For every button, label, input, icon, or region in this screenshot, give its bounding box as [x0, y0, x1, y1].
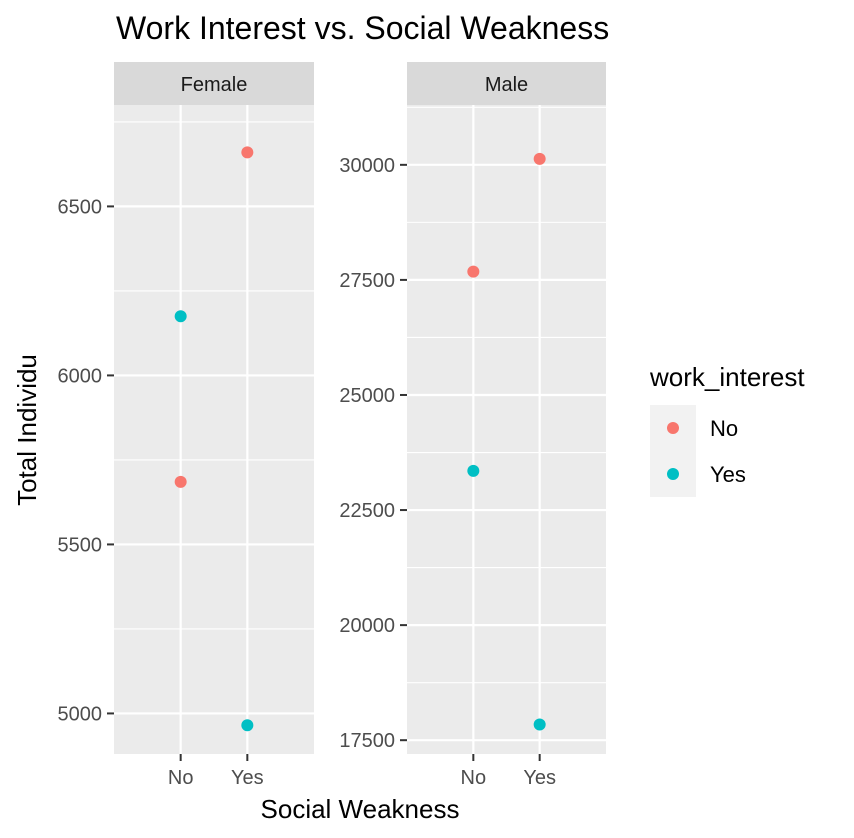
x-tick-label: Yes: [231, 767, 264, 789]
x-tick-label: No: [461, 767, 487, 789]
data-point-no-no: [467, 265, 480, 278]
x-axis-title: Social Weakness: [261, 794, 460, 824]
y-tick-label: 6500: [58, 196, 103, 218]
y-tick-label: 22500: [339, 500, 395, 522]
facet-strip-female: [114, 62, 314, 105]
y-tick-label: 5000: [58, 703, 103, 725]
facet-female: Female 5000 5500 6000 6500 No Yes: [58, 62, 314, 789]
legend-key-no: [667, 422, 679, 434]
panel-background: [114, 105, 314, 754]
legend: work_interest No Yes: [649, 362, 805, 497]
y-tick-label: 17500: [339, 730, 395, 752]
y-tick-label: 27500: [339, 270, 395, 292]
data-point-yes-yes: [533, 718, 546, 731]
legend-title: work_interest: [649, 362, 805, 392]
facet-male: Male 17500 20000 22500 25000 27500 30000 No Yes: [339, 62, 606, 789]
facet-strip-male: [407, 62, 606, 105]
legend-label-no: No: [710, 416, 738, 441]
data-point-no-no: [174, 475, 187, 488]
data-point-no-yes: [241, 146, 254, 159]
y-tick-label: 30000: [339, 155, 395, 177]
data-point-yes-yes: [241, 719, 254, 732]
legend-label-yes: Yes: [710, 462, 746, 487]
y-tick-label: 6000: [58, 365, 103, 387]
x-tick-label: Yes: [523, 767, 556, 789]
y-tick-label: 25000: [339, 385, 395, 407]
data-point-yes-no: [467, 464, 480, 477]
data-point-yes-no: [174, 310, 187, 323]
facet-panels: Female 5000 5500 6000 6500 No Yes Male 17500 2000…: [58, 62, 606, 789]
y-tick-label: 5500: [58, 534, 103, 556]
facet-strip-label: Female: [181, 74, 248, 96]
facet-strip-label: Male: [485, 74, 528, 96]
panel-background: [407, 105, 606, 754]
legend-key-yes: [667, 468, 679, 480]
x-tick-label: No: [168, 767, 194, 789]
data-point-no-yes: [533, 152, 546, 165]
chart-title: Work Interest vs. Social Weakness: [116, 10, 609, 46]
y-axis-title: Total Individu: [12, 354, 42, 506]
y-tick-label: 20000: [339, 615, 395, 637]
